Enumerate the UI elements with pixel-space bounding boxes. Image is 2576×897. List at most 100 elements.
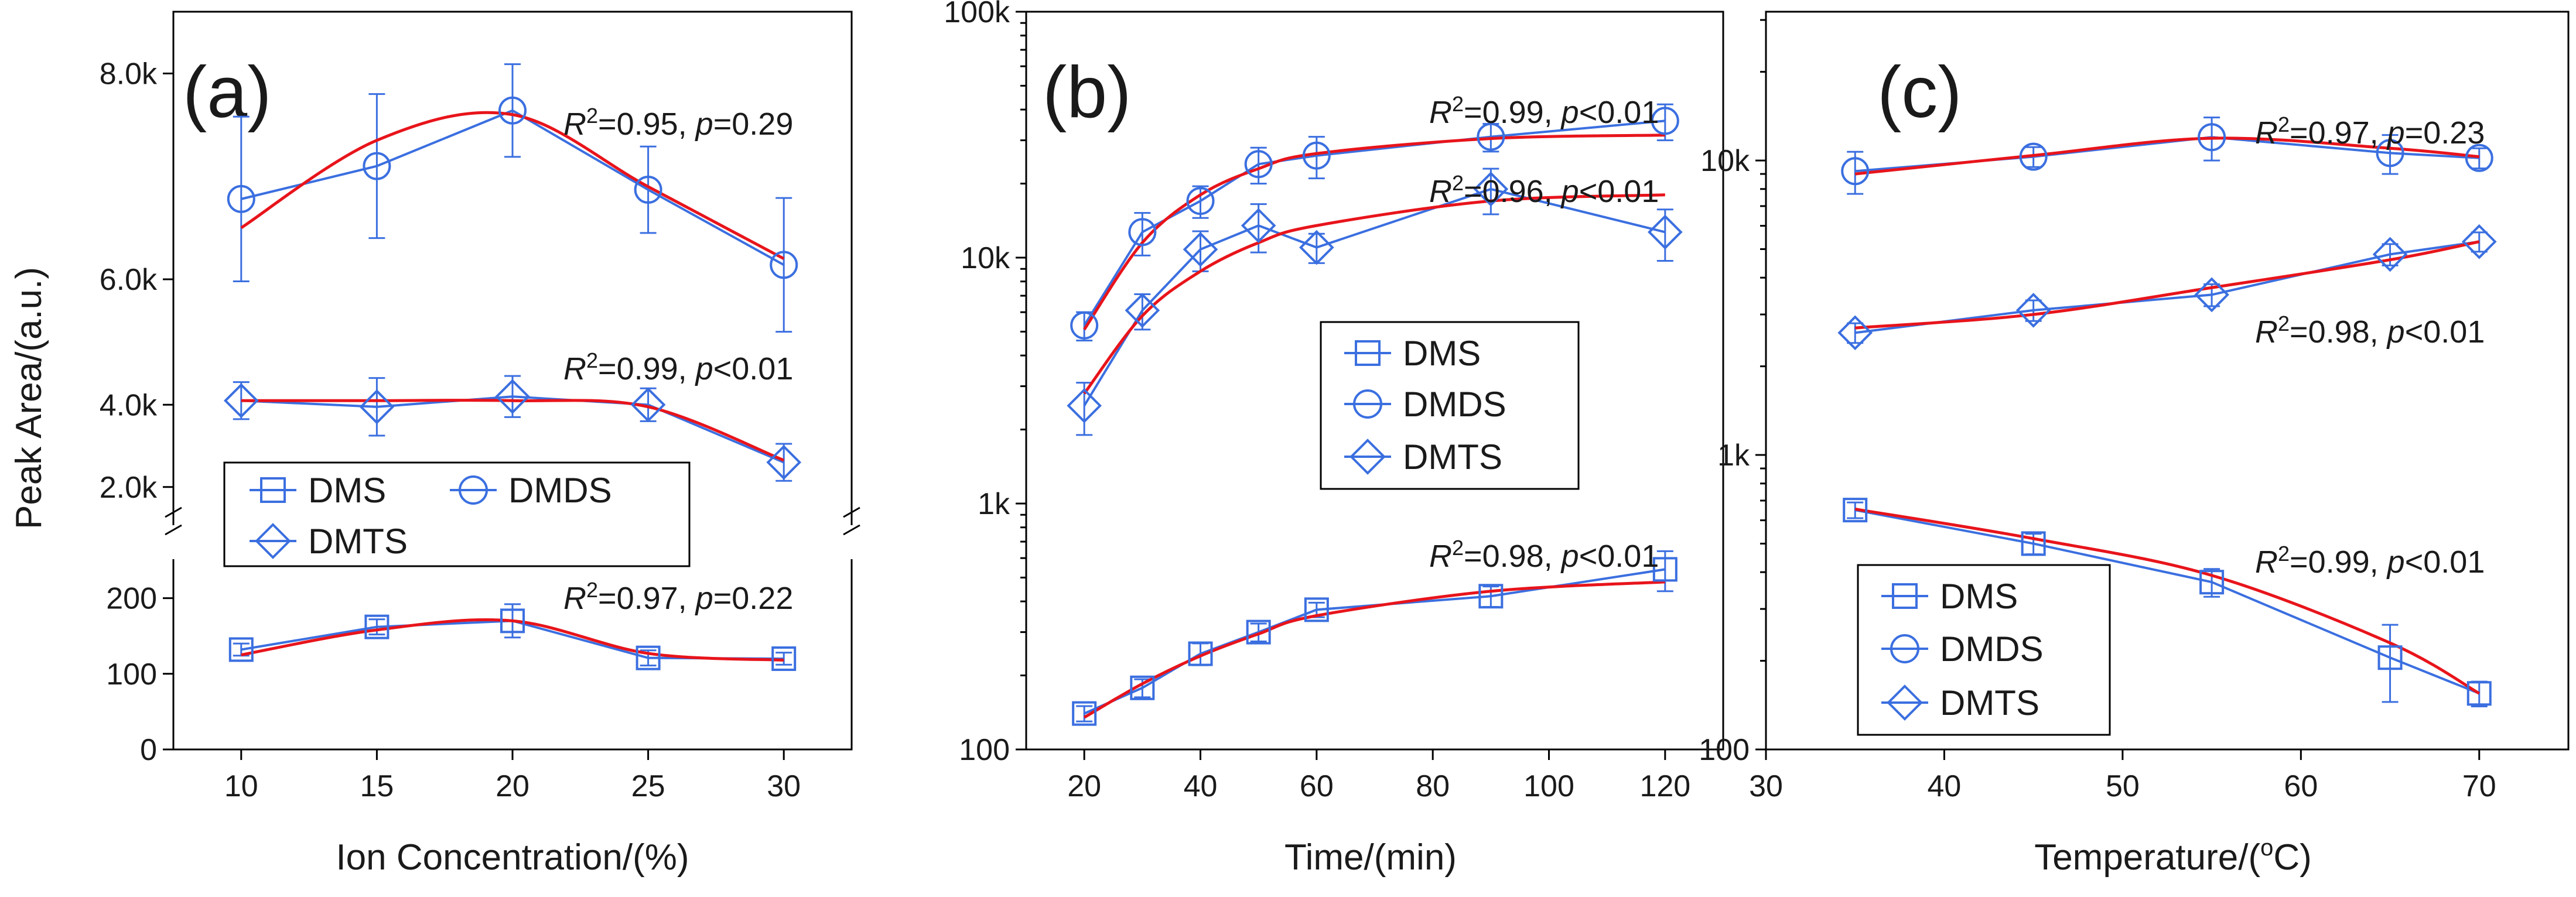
data-line-dmds (1083, 119, 1666, 326)
fit-curve-dms (241, 618, 784, 662)
data-point-dmts (2372, 237, 2408, 272)
fit-curve-dmds (240, 111, 785, 261)
data-point-dmds (1477, 122, 1505, 151)
data-point-dmts (2015, 293, 2051, 328)
legend-label: DMS (1940, 577, 2018, 616)
break-mark (843, 524, 860, 536)
x-tick-label: 120 (1639, 769, 1690, 803)
data-point-dms (228, 637, 254, 662)
data-point-dmds (227, 184, 255, 213)
fit-annotation-dmts: R2=0.98, p<0.01 (2255, 311, 2485, 350)
data-point-dms (2021, 531, 2046, 556)
data-point-dmds (634, 176, 662, 204)
data-line-dms (1084, 568, 1666, 715)
fit-curve-dmts (1083, 193, 1665, 395)
series-dmds (1841, 117, 2493, 195)
panel-a: 0 100 200 2.0k 4.0k 6.0k 8.0k 10 15 20 25 30 Ion Con… (100, 11, 869, 878)
y-tick-label: 200 (106, 582, 157, 616)
series-dmts (223, 375, 802, 482)
data-line-dmts (241, 395, 784, 464)
fit-annotation-dms: R2=0.98, p<0.01 (1429, 536, 1659, 574)
fit-curve-dmds (1854, 136, 2480, 176)
data-point-dms (636, 645, 661, 670)
data-point-dms (1304, 597, 1329, 622)
panel-b: 100 1k 10k 100k 20 40 60 80 100 120 (b) R2=0.99, p<… (944, 0, 1724, 878)
fit-annotation-dmds: R2=0.97, p=0.23 (2255, 112, 2485, 150)
y-tick-label: 1k (1717, 439, 1750, 473)
fit-annotation-dmds: R2=0.95, p=0.29 (563, 104, 793, 142)
data-point-dmds (1651, 107, 1679, 135)
legend-dmts-marker (1887, 684, 1923, 721)
data-point-dmds (1841, 157, 1870, 186)
fit-curve-dmts (1855, 240, 2480, 330)
legend-dms-marker (260, 477, 286, 503)
y-tick-label: 4.0k (100, 388, 158, 422)
data-point-dmts (2194, 277, 2229, 313)
fit-annotation-dmts: R2=0.99, p<0.01 (563, 348, 793, 386)
break-mark (165, 524, 182, 536)
x-tick-label: 10 (224, 769, 258, 803)
data-point-dmds (1186, 187, 1215, 215)
y-axis-label: Peak Area/(a.u.) (9, 267, 49, 529)
legend-dms-marker (1355, 340, 1381, 366)
y-tick-label: 100 (1699, 733, 1750, 767)
data-point-dmts (1473, 172, 1509, 207)
data-point-dmts (766, 444, 802, 480)
series-dmts (1837, 224, 2497, 351)
legend: DMS DMDS DMTS (1857, 564, 2111, 736)
legend-label: DMDS (1940, 629, 2044, 669)
y-tick-label: 10k (1700, 144, 1750, 178)
data-point-dmts (1837, 315, 1873, 351)
x-tick-label: 40 (1928, 769, 1962, 803)
legend-dmds-marker (1890, 634, 1919, 663)
legend-label: DMDS (1403, 385, 1506, 424)
y-tick-label: 1k (978, 487, 1010, 521)
data-point-dmts (1067, 388, 1102, 423)
legend-label: DMTS (1403, 437, 1502, 477)
legend-dmts-marker (255, 523, 291, 559)
x-tick-label: 50 (2106, 769, 2140, 803)
data-line-dmts (1854, 240, 2480, 334)
fit-annotation-dmds: R2=0.99, p<0.01 (1429, 92, 1659, 130)
fit-annotation-dmts: R2=0.96, p<0.01 (1429, 171, 1659, 209)
y-tick-label: 10k (961, 241, 1010, 275)
x-tick-label: 25 (631, 769, 665, 803)
legend: DMS DMDS DMTS (223, 461, 691, 567)
data-point-dmts (495, 379, 530, 415)
legend-label: DMTS (1940, 683, 2039, 723)
data-point-dmds (363, 152, 391, 180)
data-point-dms (2199, 570, 2225, 595)
x-tick-label: 60 (1300, 769, 1334, 803)
series-dmds (1070, 103, 1679, 342)
legend-label: DMS (308, 471, 386, 510)
legend-dmds-marker (1353, 389, 1382, 419)
fit-curve-dms (1083, 580, 1665, 719)
data-point-dmts (1299, 230, 1334, 265)
legend-box (223, 461, 691, 567)
plot-frame (1025, 11, 1724, 751)
data-point-dms (2466, 681, 2492, 706)
legend-label: DMDS (508, 471, 612, 510)
plot-frame (1765, 11, 2570, 751)
data-point-dms (771, 646, 797, 671)
data-point-dmds (2019, 142, 2048, 171)
panel-label: (a) (183, 52, 272, 133)
x-tick-label: 20 (496, 769, 529, 803)
series-dmts (1067, 167, 1683, 436)
data-point-dmds (1302, 141, 1331, 170)
data-point-dms (1246, 619, 1271, 645)
legend-dms-marker (1892, 583, 1918, 609)
y-tick-label: 100 (106, 658, 157, 691)
data-point-dmds (2465, 143, 2493, 172)
fit-annotation-dms: R2=0.97, p=0.22 (563, 578, 793, 616)
panel-label: (b) (1043, 52, 1132, 133)
data-point-dmts (223, 383, 259, 419)
x-axis-label: Temperature/(oC) (2034, 835, 2312, 878)
panel-label: (c) (1877, 52, 1962, 133)
y-tick-label: 8.0k (100, 57, 158, 91)
y-tick-label: 0 (140, 733, 157, 767)
data-point-dms (1072, 701, 1097, 726)
y-tick-label: 100 (959, 733, 1010, 767)
x-tick-label: 60 (2284, 769, 2318, 803)
data-point-dmds (1070, 311, 1099, 340)
